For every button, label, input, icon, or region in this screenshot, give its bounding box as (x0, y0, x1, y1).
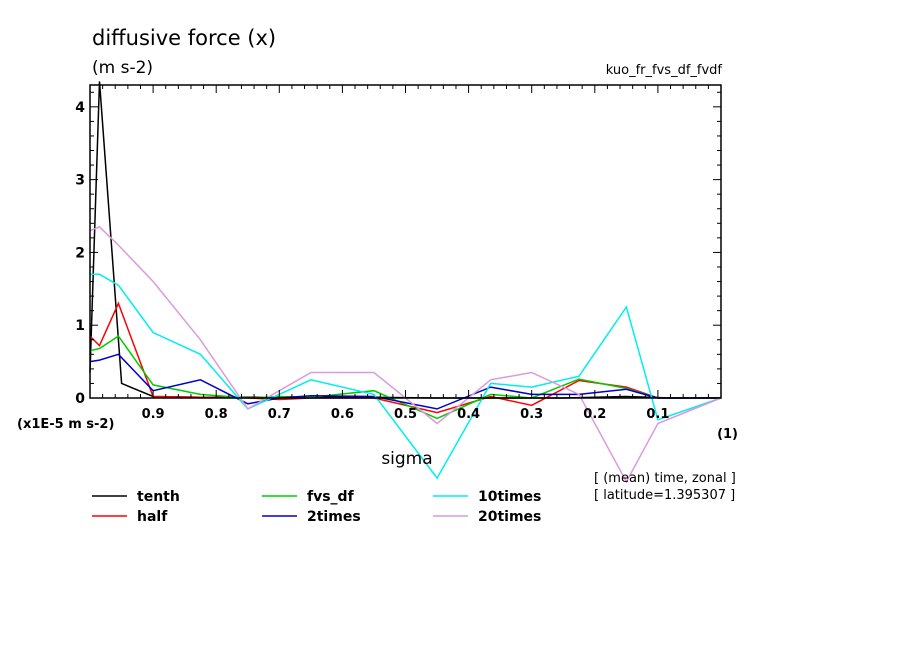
x-tick-label: 0.1 (646, 407, 669, 422)
x-axis-label: sigma (381, 449, 432, 469)
y-tick-label: 1 (75, 318, 85, 334)
legend-label-20times: 20times (478, 509, 541, 525)
y-tick-label: 0 (75, 391, 85, 407)
plot-frame (89, 84, 722, 399)
x-tick-label: 0.4 (457, 407, 480, 422)
series-line-tenth (89, 81, 721, 399)
x-tick-label: 0.2 (583, 407, 606, 422)
y-scale-label: (x1E-5 m s-2) (17, 417, 114, 432)
x-tick-label: 0.7 (268, 407, 291, 422)
axes-layer: 0.9 0.8 0.7 0.6 0.5 0.4 0.3 0.2 0.1 0 1 2 3 4 (75, 84, 722, 422)
legend-label-half: half (137, 509, 168, 525)
legend-label-10times: 10times (478, 489, 541, 505)
legend: tenth half fvs_df 2times 10times 20times (92, 489, 541, 525)
y-tick-label: 2 (75, 245, 85, 261)
legend-label-2times: 2times (307, 509, 361, 525)
info-line-time: [ (mean) time, zonal ] (594, 471, 736, 486)
x-unit-label: (1) (717, 427, 738, 442)
x-tick-label: 0.9 (142, 407, 165, 422)
x-tick-label: 0.8 (205, 407, 228, 422)
x-tick-label: 0.6 (331, 407, 354, 422)
series-line-10times (90, 273, 722, 480)
y-tick-label: 4 (75, 100, 85, 116)
chart-title: diffusive force (x) (92, 26, 276, 50)
info-line-latitude: [ latitude=1.395307 ] (594, 488, 735, 503)
x-tick-label: 0.5 (394, 407, 417, 422)
x-tick-label: 0.3 (520, 407, 543, 422)
series-line-20times (89, 226, 722, 484)
experiment-label: kuo_fr_fvs_df_fvdf (606, 63, 723, 78)
y-tick-label: 3 (75, 173, 85, 189)
legend-label-fvs_df: fvs_df (307, 489, 355, 505)
legend-label-tenth: tenth (137, 489, 180, 505)
units-label: (m s-2) (92, 58, 153, 78)
series-line-2times (89, 353, 721, 410)
